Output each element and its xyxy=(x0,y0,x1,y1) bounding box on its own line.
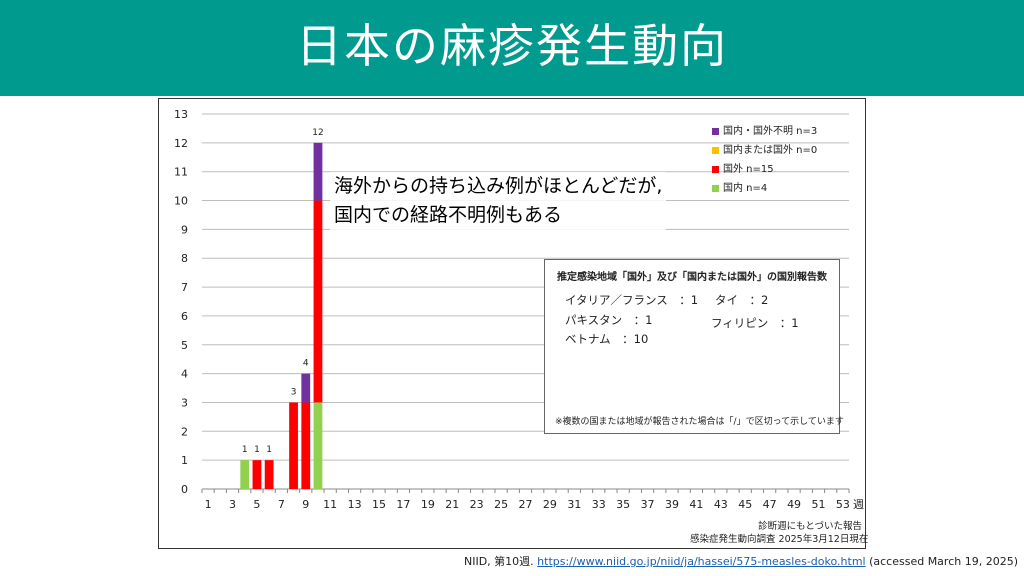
x-tick-label: 13 xyxy=(348,498,362,511)
x-tick-label: 7 xyxy=(278,498,285,511)
legend-label: 国外 n=15 xyxy=(723,164,774,175)
legend-entry: 国外 n=15 xyxy=(712,160,817,179)
bar-total-label: 12 xyxy=(312,128,323,138)
legend-swatch xyxy=(712,147,719,154)
x-tick-label: 35 xyxy=(616,498,630,511)
x-tick-label: 45 xyxy=(738,498,752,511)
bar-total-label: 3 xyxy=(291,387,297,397)
y-tick-label: 4 xyxy=(181,368,188,381)
bar-segment-week-4-series-0 xyxy=(240,460,250,489)
y-tick-label: 7 xyxy=(181,281,188,294)
bar-segment-week-10-series-1 xyxy=(313,200,323,403)
bar-segment-week-6-series-1 xyxy=(264,460,274,489)
y-tick-label: 11 xyxy=(174,166,188,179)
legend-label: 国内または国外 n=0 xyxy=(723,145,818,156)
y-tick-label: 1 xyxy=(181,454,188,467)
y-tick-label: 2 xyxy=(181,425,188,438)
infobox-note: ※複数の国または地域が報告された場合は「/」で区切って示しています xyxy=(555,417,844,427)
bar-segment-week-9-series-1 xyxy=(301,402,311,489)
callout-line-1: 海外からの持ち込み例がほとんどだが, xyxy=(334,175,663,197)
bar-segment-week-5-series-1 xyxy=(252,460,262,489)
x-tick-label: 49 xyxy=(787,498,801,511)
y-tick-label: 13 xyxy=(174,108,188,121)
footer-diagnosis-note: 診断週にもとづいた報告 xyxy=(758,521,862,532)
bar-total-label: 4 xyxy=(303,359,309,369)
y-tick-label: 8 xyxy=(181,252,188,265)
callout-line-2: 国内での経路不明例もある xyxy=(334,204,563,226)
x-tick-label: 15 xyxy=(372,498,386,511)
x-tick-label: 11 xyxy=(323,498,337,511)
y-tick-label: 6 xyxy=(181,310,188,323)
title-banner: 日本の麻疹発生動向 xyxy=(0,0,1024,96)
bar-segment-week-9-series-3 xyxy=(301,373,311,403)
x-axis-unit: 週 xyxy=(853,498,864,511)
bar-segment-week-8-series-1 xyxy=(289,402,298,489)
x-tick-label: 5 xyxy=(253,498,260,511)
x-tick-label: 47 xyxy=(763,498,777,511)
chart-legend: 国内・国外不明 n=3 国内または国外 n=0 国外 n=15 国内 n=4 xyxy=(712,122,817,198)
x-tick-label: 9 xyxy=(302,498,309,511)
x-tick-label: 17 xyxy=(396,498,410,511)
legend-label: 国内 n=4 xyxy=(723,183,768,194)
y-tick-label: 9 xyxy=(181,223,188,236)
citation: NIID, 第10週. https://www.niid.go.jp/niid/… xyxy=(464,553,1018,569)
legend-swatch xyxy=(712,128,719,135)
y-tick-label: 0 xyxy=(181,483,188,496)
legend-entry: 国内・国外不明 n=3 xyxy=(712,122,817,141)
footer-source-note: 感染症発生動向調査 2025年3月12日現在 xyxy=(690,534,869,545)
legend-label: 国内・国外不明 n=3 xyxy=(723,126,818,137)
country-breakdown-box: 推定感染地域「国外」及び「国内または国外」の国別報告数 イタリア／フランス ：1… xyxy=(544,259,844,434)
x-tick-label: 23 xyxy=(470,498,484,511)
bar-segment-week-10-series-3 xyxy=(313,142,323,201)
y-tick-label: 12 xyxy=(174,137,188,150)
x-tick-label: 37 xyxy=(641,498,655,511)
x-tick-label: 33 xyxy=(592,498,606,511)
y-tick-label: 5 xyxy=(181,339,188,352)
x-tick-label: 1 xyxy=(205,498,212,511)
bar-total-label: 1 xyxy=(266,445,272,455)
callout-text: 海外からの持ち込み例がほとんどだが, 国内での経路不明例もある xyxy=(330,172,667,230)
x-tick-label: 41 xyxy=(689,498,703,511)
x-tick-label: 51 xyxy=(811,498,825,511)
legend-entry: 国内または国外 n=0 xyxy=(712,141,817,160)
bar-total-label: 1 xyxy=(254,445,260,455)
citation-link[interactable]: https://www.niid.go.jp/niid/ja/hassei/57… xyxy=(537,555,866,568)
bar-segment-week-10-series-0 xyxy=(313,402,323,489)
y-tick-label: 10 xyxy=(174,195,188,208)
y-tick-label: 3 xyxy=(181,396,188,409)
x-tick-label: 39 xyxy=(665,498,679,511)
entry-thailand: タイ ：2 xyxy=(715,293,769,307)
entry-italy-france: イタリア／フランス ：1 xyxy=(565,293,699,307)
x-tick-label: 21 xyxy=(445,498,459,511)
bar-total-label: 1 xyxy=(242,445,248,455)
x-tick-label: 3 xyxy=(229,498,236,511)
entry-philippines: フィリピン ：1 xyxy=(711,316,799,330)
x-tick-label: 31 xyxy=(567,498,581,511)
x-tick-label: 29 xyxy=(543,498,557,511)
x-tick-label: 25 xyxy=(494,498,508,511)
x-tick-label: 27 xyxy=(519,498,533,511)
infobox-title: 推定感染地域「国外」及び「国内または国外」の国別報告数 xyxy=(557,272,827,283)
citation-prefix: NIID, 第10週. xyxy=(463,555,538,568)
legend-swatch xyxy=(712,185,719,192)
x-tick-label: 53 xyxy=(836,498,850,511)
legend-entry: 国内 n=4 xyxy=(712,179,817,198)
x-tick-label: 43 xyxy=(714,498,728,511)
entry-vietnam: ベトナム ：10 xyxy=(565,332,649,346)
legend-swatch xyxy=(712,166,719,173)
citation-suffix: (accessed March 19, 2025) xyxy=(865,555,1018,568)
entry-pakistan: パキスタン ：1 xyxy=(565,313,653,327)
slide-title: 日本の麻疹発生動向 xyxy=(296,19,728,73)
x-tick-label: 19 xyxy=(421,498,435,511)
